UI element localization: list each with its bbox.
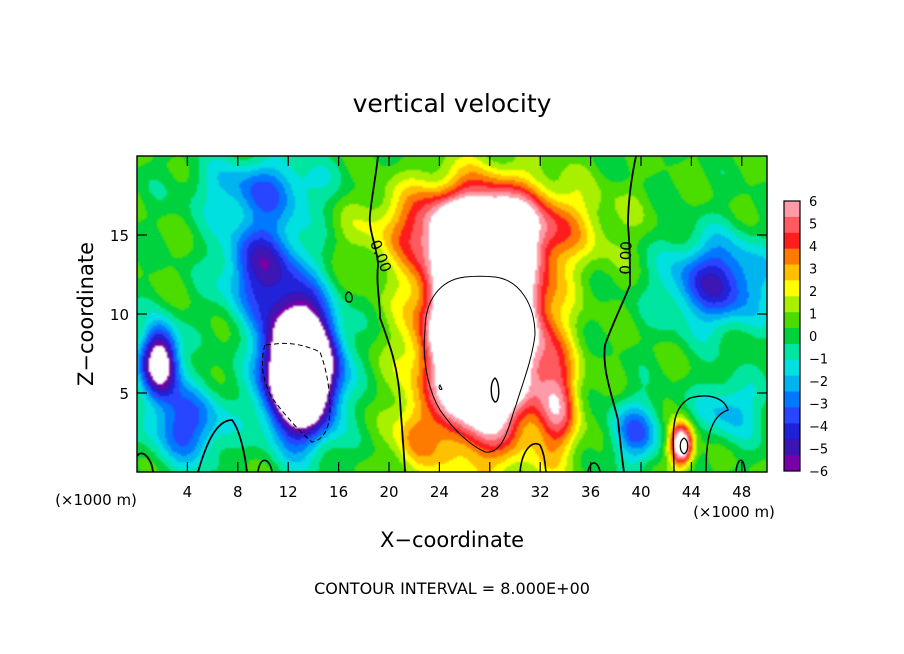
colorbar-frame — [783, 200, 801, 472]
colorbar-tick-label: 4 — [809, 240, 817, 255]
contour-label-right: 0.00 — [616, 241, 635, 275]
colorbar-swatch — [784, 455, 800, 472]
colorbar-swatch — [784, 216, 800, 234]
colorbar-tick-label: −5 — [809, 443, 828, 458]
colorbar-tick-label: 6 — [809, 195, 817, 210]
colorbar-swatch — [784, 375, 800, 393]
colorbar-swatch — [784, 343, 800, 361]
x-tick-label: 20 — [379, 483, 398, 501]
x-tick-label: 40 — [631, 483, 650, 501]
colorbar-swatch — [784, 328, 800, 345]
colorbar-swatch — [784, 439, 800, 456]
colorbar-tick-label: −4 — [809, 420, 828, 435]
colorbar-swatch — [784, 296, 800, 313]
contour-bottom-lobe-3 — [257, 459, 273, 472]
contour-updraft-small — [490, 377, 500, 403]
zero-contour-left — [368, 156, 406, 472]
x-tick-label: 12 — [279, 483, 298, 501]
x-tick-label: 16 — [329, 483, 348, 501]
x-tick-label: 4 — [183, 483, 193, 501]
colorbar-tick-label: −1 — [809, 353, 828, 368]
colorbar-tick-label: 1 — [809, 308, 817, 323]
contour-downdraft-core — [261, 342, 331, 443]
x-unit-label-left: (×1000 m) — [55, 491, 137, 509]
y-tick-label: 15 — [110, 227, 129, 245]
chart-title: vertical velocity — [353, 89, 552, 118]
colorbar-swatch — [784, 407, 800, 424]
colorbar-tick-label: −2 — [809, 375, 828, 390]
contour-bottom-lobe-1 — [197, 419, 248, 472]
contour-right-updraft-core — [679, 437, 689, 455]
x-axis-label: X−coordinate — [380, 528, 524, 552]
colorbar-swatch — [784, 248, 800, 266]
colorbar-swatch — [784, 423, 800, 440]
x-tick-label: 24 — [430, 483, 449, 501]
contour-tiny-loop — [438, 384, 443, 390]
colorbar-swatch — [784, 201, 800, 218]
contour-updraft-core — [423, 275, 536, 453]
contour-interval-note: CONTOUR INTERVAL = 8.000E+00 — [314, 579, 590, 598]
x-tick-label: 32 — [531, 483, 550, 501]
contour-lines — [137, 156, 746, 472]
colorbar: 6 5 4 3 2 1 0 −1 −2 −3 −4 −5 −6 — [783, 195, 828, 480]
contour-bottom-lobe-4 — [519, 443, 547, 472]
colorbar-tick-label: 2 — [809, 285, 817, 300]
colorbar-swatch — [784, 391, 800, 408]
y-tick-label: 10 — [110, 306, 129, 324]
x-unit-label-right: (×1000 m) — [693, 503, 775, 521]
colorbar-tick-label: 0 — [809, 330, 817, 345]
zero-contour-right — [603, 156, 637, 472]
contour-bottom-lobe-2 — [137, 452, 154, 472]
colorbar-tick-label: 3 — [809, 263, 817, 278]
plot-area: 0.00 0.00 — [137, 156, 767, 472]
y-tick-label: 5 — [119, 385, 129, 403]
colorbar-tick-label: 5 — [809, 218, 817, 233]
x-tick-label: 8 — [233, 483, 243, 501]
y-axis-label: Z−coordinate — [74, 242, 98, 386]
x-tick-label: 36 — [581, 483, 600, 501]
colorbar-swatch — [784, 264, 800, 281]
contour-right-updraft — [672, 395, 729, 472]
x-tick-label: 44 — [682, 483, 701, 501]
contour-small-loop — [344, 291, 353, 303]
y-axis: 5 10 15 — [110, 227, 767, 403]
colorbar-swatch — [784, 359, 800, 377]
x-tick-label: 48 — [732, 483, 751, 501]
contour-bottom-lobe-6 — [735, 459, 746, 472]
x-tick-label: 28 — [480, 483, 499, 501]
colorbar-swatch — [784, 232, 800, 250]
colorbar-swatch — [784, 312, 800, 329]
x-axis: 4 8 12 16 20 24 28 32 36 40 44 48 — [183, 156, 751, 501]
velocity-field — [137, 156, 767, 472]
colorbar-tick-label: −6 — [809, 465, 828, 480]
contour-bottom-lobe-5 — [587, 462, 601, 472]
colorbar-swatch — [784, 280, 800, 297]
colorbar-tick-label: −3 — [809, 398, 828, 413]
